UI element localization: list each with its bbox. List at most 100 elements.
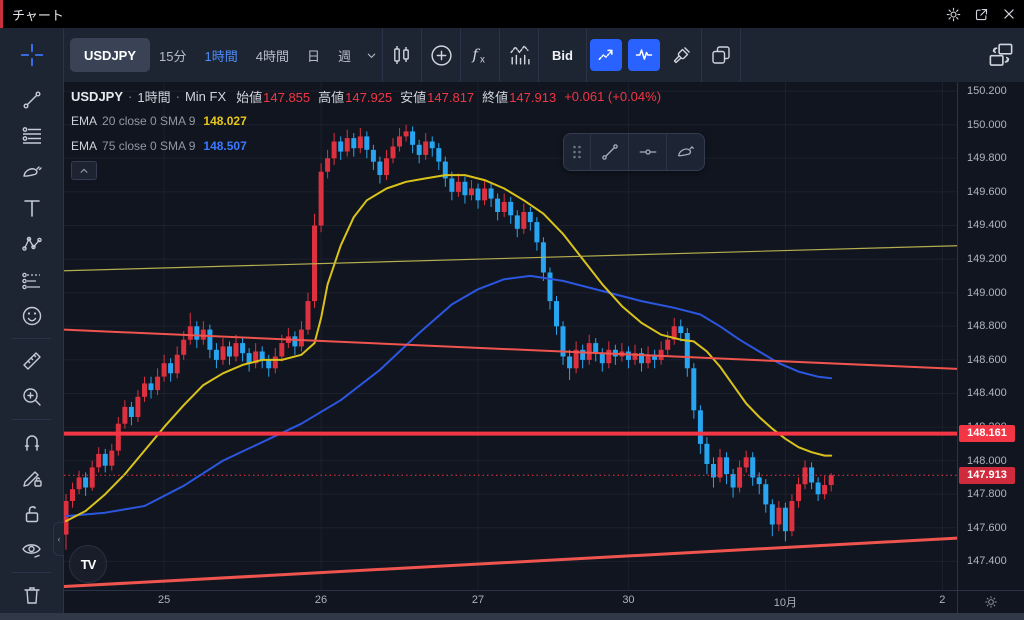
magnet-tool[interactable] — [0, 424, 63, 460]
logo-text: TV — [80, 556, 97, 572]
horizontal-line-icon[interactable] — [628, 134, 666, 170]
timeframe-15m[interactable]: 15分 — [159, 48, 187, 64]
legend-collapse-button[interactable] — [71, 161, 97, 180]
line-tools-icon[interactable] — [589, 39, 622, 71]
bottom-panel-strip[interactable] — [0, 613, 1024, 620]
drawing-tools-sidebar: ‹ — [0, 28, 64, 620]
time-tick-label: 26 — [314, 594, 328, 606]
time-axis-corner[interactable] — [957, 590, 1024, 613]
open-in-new-window-icon[interactable] — [974, 7, 989, 22]
close-label: 終値 — [482, 89, 509, 105]
indicators-icon[interactable] — [500, 28, 538, 82]
time-tick-label: 27 — [471, 594, 485, 606]
xabcd-pattern-tool[interactable] — [0, 226, 63, 262]
toolbar-divider — [538, 28, 539, 82]
fx-function-icon[interactable]: f x — [461, 28, 499, 82]
drawing-lock-tool[interactable] — [0, 460, 63, 496]
titlebar: チャート — [0, 0, 1024, 28]
symbol-button[interactable]: USDJPY — [70, 38, 151, 72]
trend-line-icon[interactable] — [590, 134, 628, 170]
change-value: +0.061 (+0.04%) — [564, 88, 662, 104]
timeframe-4h[interactable]: 4時間 — [255, 48, 289, 64]
open-label: 始値 — [236, 89, 263, 105]
legend-separator: · — [175, 88, 180, 104]
svg-text:f: f — [471, 45, 480, 63]
price-tick-label: 148.400 — [967, 387, 1007, 400]
sidebar-divider — [12, 338, 51, 339]
close-icon[interactable] — [1002, 7, 1016, 21]
legend-indicator-ema20[interactable]: EMA 20 close 0 SMA 9 148.027 — [71, 113, 661, 129]
emoji-tool[interactable] — [0, 298, 63, 334]
multi-window-icon[interactable] — [978, 28, 1024, 82]
indicator-params: 20 close 0 SMA 9 — [102, 114, 196, 128]
legend-indicator-ema75[interactable]: EMA 75 close 0 SMA 9 148.507 — [71, 138, 661, 154]
legend-timeframe: 1時間 — [137, 89, 171, 105]
timeframe-1w[interactable]: 週 — [337, 48, 351, 64]
chevron-up-icon — [80, 168, 88, 173]
pulse-tools-icon[interactable] — [627, 39, 660, 71]
forecast-tool[interactable] — [0, 262, 63, 298]
price-tick-label: 149.000 — [967, 286, 1007, 299]
brush-tool[interactable] — [0, 154, 63, 190]
legend-symbol-row[interactable]: USDJPY · 1時間 · Min FX 始値147.855 高値147.92… — [71, 87, 662, 106]
settings-gear-icon[interactable] — [946, 7, 961, 22]
sidebar-collapse-handle[interactable]: ‹ — [53, 522, 64, 556]
chart-legend: USDJPY · 1時間 · Min FX 始値147.855 高値147.92… — [71, 88, 661, 180]
hide-drawings-tool[interactable] — [0, 532, 63, 568]
chevron-down-icon[interactable] — [360, 28, 382, 82]
window-title: チャート — [12, 7, 64, 23]
legend-feed: Min FX — [184, 88, 227, 104]
high-label: 高値 — [318, 89, 345, 105]
price-tick-label: 150.200 — [967, 85, 1007, 98]
price-tick-label: 147.600 — [967, 521, 1007, 534]
price-tick-label: 148.800 — [967, 320, 1007, 333]
paint-icon[interactable] — [663, 28, 701, 82]
legend-separator: · — [128, 88, 133, 104]
legend-ohlc: 始値147.855 高値147.925 安値147.817 終値147.913 — [236, 87, 556, 106]
time-tick-label: 2 — [939, 594, 946, 606]
price-tick-label: 149.400 — [967, 219, 1007, 232]
price-tick-label: 149.200 — [967, 253, 1007, 266]
indicator-value: 148.027 — [203, 114, 247, 128]
price-tick-label: 149.800 — [967, 152, 1007, 165]
layers-icon[interactable] — [702, 28, 740, 82]
remove-drawings-tool[interactable] — [0, 577, 63, 613]
ruler-tool[interactable] — [0, 343, 63, 379]
indicator-value: 148.507 — [203, 139, 247, 153]
floating-drawing-toolbar — [563, 133, 705, 171]
timeframe-1h[interactable]: 1時間 — [204, 48, 238, 64]
close-value: 147.913 — [509, 89, 557, 105]
indicator-name: EMA — [71, 139, 98, 153]
bid-button[interactable]: Bid — [552, 47, 573, 63]
price-tick-label: 150.000 — [967, 118, 1007, 131]
indicator-params: 75 close 0 SMA 9 — [102, 139, 196, 153]
price-tick-label: 148.000 — [967, 454, 1007, 467]
chevron-left-icon: ‹ — [57, 534, 61, 544]
crosshair-tool[interactable] — [0, 28, 63, 82]
lock-tool[interactable] — [0, 496, 63, 532]
text-tool[interactable] — [0, 190, 63, 226]
brush-icon[interactable] — [666, 134, 704, 170]
fib-retracement-tool[interactable] — [0, 118, 63, 154]
price-tick-label: 147.400 — [967, 555, 1007, 568]
zoom-in-tool[interactable] — [0, 379, 63, 415]
timeframe-1d[interactable]: 日 — [306, 48, 320, 64]
price-tick-label: 147.800 — [967, 488, 1007, 501]
chart-canvas[interactable]: USDJPY · 1時間 · Min FX 始値147.855 高値147.92… — [64, 82, 957, 590]
candlestick-style-icon[interactable] — [383, 28, 421, 82]
toolbar-divider — [739, 28, 741, 82]
low-label: 安値 — [400, 89, 427, 105]
legend-symbol: USDJPY — [71, 88, 124, 104]
low-value: 147.817 — [427, 89, 475, 105]
toolbar-divider — [460, 28, 461, 82]
price-axis[interactable]: 150.200 150.000 149.800 149.600 149.400 149.2… — [957, 82, 1024, 590]
add-plus-icon[interactable] — [422, 28, 460, 82]
toolbar-divider — [700, 28, 702, 82]
time-axis[interactable]: 25 26 27 30 10月 2 — [64, 590, 957, 613]
candlestick-chart[interactable] — [64, 82, 957, 590]
time-tick-label: 25 — [157, 594, 171, 606]
drag-handle-icon[interactable] — [564, 134, 590, 170]
tradingview-logo[interactable]: TV — [69, 545, 107, 583]
trend-line-tool[interactable] — [0, 82, 63, 118]
toolbar-divider — [499, 28, 500, 82]
